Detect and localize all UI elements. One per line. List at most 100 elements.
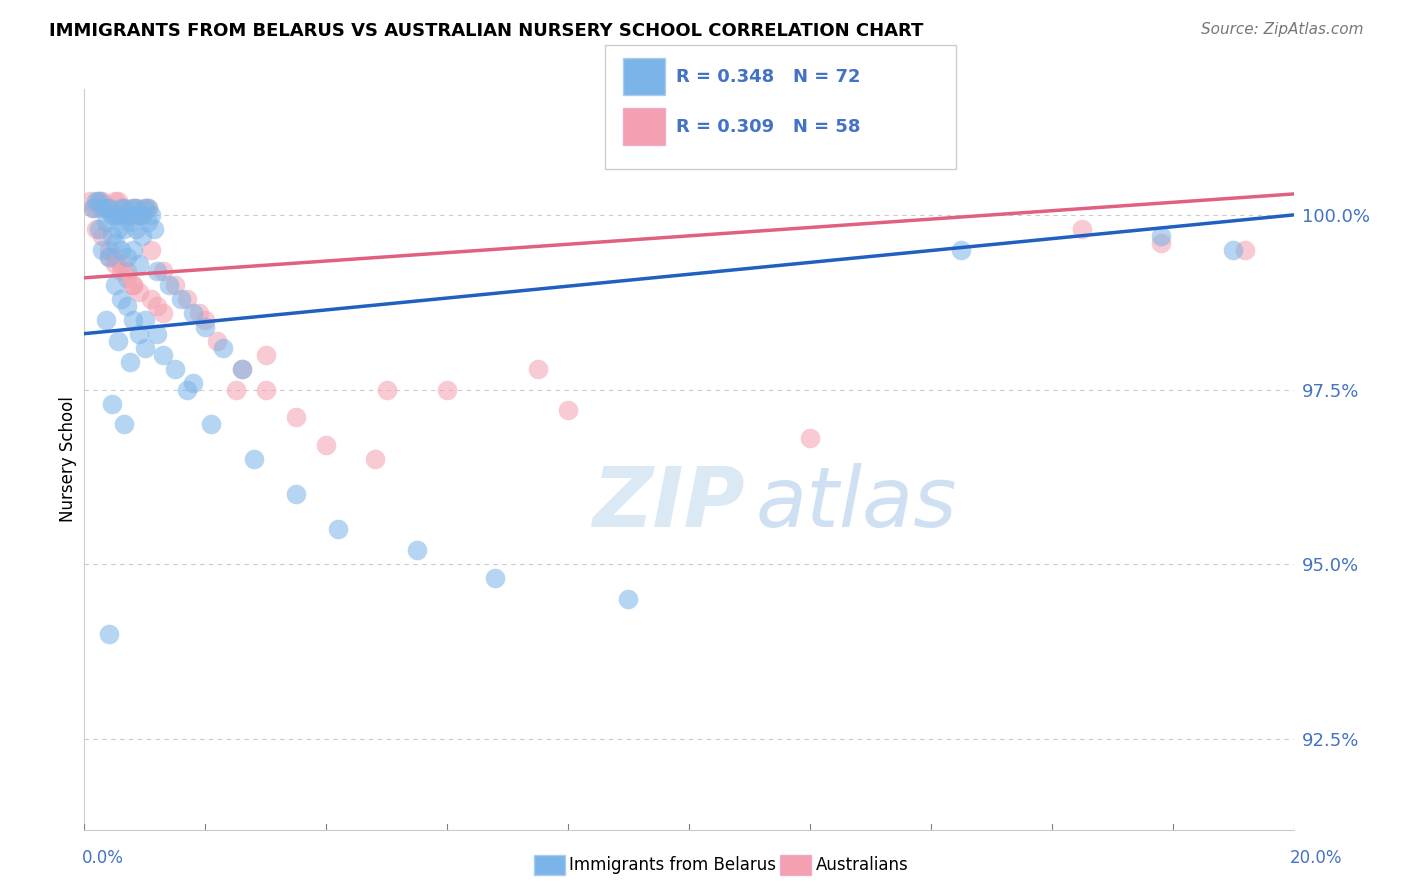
- Point: [375, 383, 398, 397]
- Point: [82, 201, 104, 215]
- Text: Australians: Australians: [815, 856, 908, 874]
- Point: [152, 264, 174, 278]
- Point: [110, 264, 132, 278]
- Point: [115, 299, 138, 313]
- Point: [97, 250, 120, 264]
- Text: IMMIGRANTS FROM BELARUS VS AUSTRALIAN NURSERY SCHOOL CORRELATION CHART: IMMIGRANTS FROM BELARUS VS AUSTRALIAN NU…: [49, 22, 924, 40]
- Point: [242, 452, 264, 467]
- Y-axis label: Nursery School: Nursery School: [59, 396, 77, 523]
- Point: [617, 592, 640, 607]
- Point: [121, 312, 143, 326]
- Point: [110, 292, 132, 306]
- Point: [91, 194, 114, 208]
- Point: [107, 194, 129, 208]
- Point: [557, 403, 579, 417]
- Point: [128, 257, 150, 271]
- Point: [100, 396, 122, 410]
- Point: [146, 264, 169, 278]
- Point: [139, 292, 162, 306]
- Point: [121, 243, 143, 257]
- Point: [118, 208, 141, 222]
- Point: [225, 383, 247, 397]
- Point: [176, 292, 198, 306]
- Point: [131, 208, 153, 222]
- Point: [107, 222, 129, 236]
- Point: [170, 292, 193, 306]
- Point: [121, 277, 143, 292]
- Point: [799, 432, 821, 446]
- Point: [100, 208, 122, 222]
- Point: [91, 228, 114, 243]
- Point: [139, 243, 162, 257]
- Point: [79, 194, 101, 208]
- Point: [94, 201, 117, 215]
- Point: [86, 194, 108, 208]
- Point: [97, 627, 120, 641]
- Point: [86, 201, 108, 215]
- Point: [285, 487, 308, 501]
- Point: [97, 201, 120, 215]
- Point: [1149, 228, 1171, 243]
- Point: [181, 306, 204, 320]
- Point: [104, 250, 127, 264]
- Point: [107, 334, 129, 348]
- Point: [104, 277, 127, 292]
- Point: [82, 201, 104, 215]
- Point: [950, 243, 973, 257]
- Point: [484, 571, 506, 585]
- Point: [285, 410, 308, 425]
- Point: [112, 222, 135, 236]
- Point: [97, 250, 120, 264]
- Point: [165, 277, 187, 292]
- Point: [110, 201, 132, 215]
- Point: [118, 354, 141, 368]
- Point: [118, 208, 141, 222]
- Text: ZIP: ZIP: [592, 463, 745, 544]
- Point: [104, 235, 127, 250]
- Point: [97, 243, 120, 257]
- Point: [328, 522, 350, 536]
- Point: [121, 201, 143, 215]
- Point: [100, 208, 122, 222]
- Point: [1149, 235, 1171, 250]
- Point: [94, 201, 117, 215]
- Text: 20.0%: 20.0%: [1291, 849, 1343, 867]
- Point: [118, 215, 141, 229]
- Point: [110, 201, 132, 215]
- Point: [104, 257, 127, 271]
- Point: [1071, 222, 1094, 236]
- Point: [231, 361, 253, 376]
- Point: [107, 208, 129, 222]
- Point: [112, 417, 135, 432]
- Point: [254, 348, 277, 362]
- Point: [104, 194, 127, 208]
- Point: [128, 285, 150, 299]
- Point: [115, 208, 138, 222]
- Point: [436, 383, 458, 397]
- Point: [97, 201, 120, 215]
- Point: [134, 312, 156, 326]
- Point: [128, 208, 150, 222]
- Point: [1222, 243, 1244, 257]
- Point: [134, 341, 156, 355]
- Point: [128, 208, 150, 222]
- Point: [194, 312, 217, 326]
- Point: [115, 264, 138, 278]
- Point: [100, 228, 122, 243]
- Point: [527, 361, 550, 376]
- Point: [125, 222, 148, 236]
- Point: [200, 417, 222, 432]
- Point: [121, 201, 143, 215]
- Point: [254, 383, 277, 397]
- Point: [152, 306, 174, 320]
- Point: [115, 208, 138, 222]
- Point: [146, 326, 169, 341]
- Text: 0.0%: 0.0%: [82, 849, 124, 867]
- Point: [363, 452, 385, 467]
- Point: [125, 201, 148, 215]
- Point: [115, 270, 138, 285]
- Point: [134, 201, 156, 215]
- Point: [125, 201, 148, 215]
- Point: [89, 194, 111, 208]
- Point: [136, 201, 159, 215]
